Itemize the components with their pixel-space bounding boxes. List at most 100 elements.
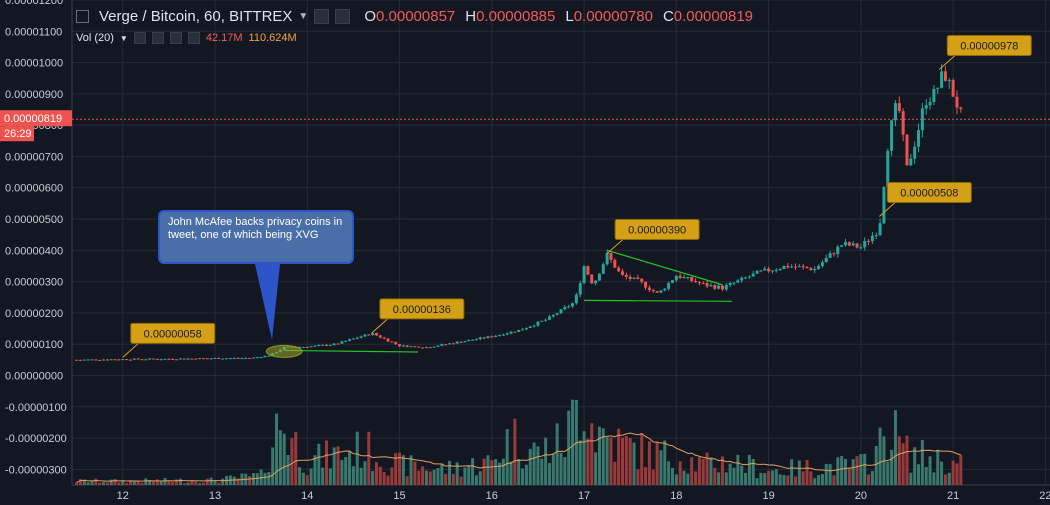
volume-bar — [897, 436, 901, 485]
candle — [344, 340, 348, 342]
volume-bar — [198, 483, 202, 485]
chevron-down-icon[interactable]: ▼ — [119, 33, 128, 43]
settings-icon[interactable] — [151, 32, 164, 44]
candle — [309, 346, 313, 348]
candle — [201, 358, 205, 360]
candle — [178, 358, 182, 360]
candle — [90, 359, 94, 361]
volume-bar — [478, 471, 482, 485]
close-icon[interactable] — [187, 32, 200, 44]
eye-icon[interactable] — [133, 32, 146, 44]
candle — [117, 359, 121, 361]
candle — [955, 96, 959, 108]
chevron-down-icon[interactable]: ▼ — [298, 11, 309, 22]
candle — [940, 71, 944, 88]
candle — [628, 276, 632, 279]
candle — [801, 266, 805, 268]
candle — [782, 266, 786, 269]
volume-bar — [309, 468, 313, 485]
volume-bar — [559, 452, 563, 485]
candle — [113, 359, 117, 361]
volume-bar — [809, 471, 813, 485]
volume-bar — [820, 474, 824, 485]
callout-box — [379, 298, 465, 320]
candle — [640, 278, 644, 282]
candle — [428, 347, 432, 349]
trendline — [284, 349, 418, 353]
volume-bar — [601, 428, 605, 485]
x-tick-label: 16 — [486, 490, 498, 502]
ohlc-readout: O0.00000857 H0.00000885 L0.00000780 C0.0… — [364, 8, 754, 25]
candle — [567, 306, 571, 308]
x-tick-label: 22 — [1039, 490, 1050, 502]
candle — [501, 334, 505, 336]
candle — [405, 345, 409, 347]
volume-bar — [651, 469, 655, 485]
candle — [444, 344, 448, 346]
callout-box — [886, 182, 972, 204]
volume-bar — [909, 472, 913, 485]
volume-bar — [328, 468, 332, 485]
candle — [617, 267, 621, 272]
x-tick-label: 15 — [393, 490, 405, 502]
volume-bar — [159, 481, 163, 485]
gear-icon[interactable] — [335, 9, 351, 24]
volume-bar — [920, 439, 924, 485]
volume-bar — [571, 399, 575, 485]
symbol-title[interactable]: Verge / Bitcoin, 60, BITTREX — [99, 8, 293, 25]
candle — [540, 320, 544, 322]
candle — [528, 326, 532, 329]
volume-bar — [617, 428, 621, 485]
candle — [536, 321, 540, 326]
settings-icon[interactable] — [314, 9, 330, 24]
volume-bar — [805, 459, 809, 485]
volume-bar — [632, 442, 636, 485]
volume-bar — [405, 476, 409, 485]
candle — [920, 108, 924, 131]
volume-label[interactable]: Vol (20) — [76, 32, 114, 44]
candle — [421, 347, 425, 349]
collapse-toggle-icon[interactable] — [76, 10, 89, 23]
volume-bar — [786, 475, 790, 485]
volume-bar — [690, 457, 694, 485]
candle — [98, 359, 102, 361]
volume-bar — [586, 438, 590, 485]
candle — [667, 282, 671, 289]
volume-bar — [959, 455, 963, 485]
volume-bar — [301, 472, 305, 485]
candle — [747, 276, 751, 278]
volume-bar — [190, 480, 194, 485]
candle — [555, 313, 559, 315]
candle — [855, 243, 859, 248]
plus-icon[interactable] — [169, 32, 182, 44]
candle — [248, 357, 252, 359]
volume-bar — [905, 435, 909, 485]
volume-bar — [940, 461, 944, 485]
volume-bar — [797, 460, 801, 485]
volume-bar — [547, 463, 551, 485]
annotation-note[interactable]: John McAfee backs privacy coins in tweet… — [158, 210, 354, 264]
candle — [221, 358, 225, 360]
candle — [943, 71, 947, 81]
volume-bar — [175, 479, 179, 485]
candle — [455, 341, 459, 344]
callout-leader — [878, 200, 898, 217]
volume-bar — [102, 482, 106, 485]
volume-bar — [890, 449, 894, 485]
trendline — [606, 249, 723, 286]
candle — [163, 358, 167, 360]
volume-bar — [417, 470, 421, 485]
callout-label: 0.00000508 — [900, 188, 958, 200]
candle — [832, 253, 836, 255]
candle — [486, 336, 490, 339]
volume-bar — [744, 472, 748, 485]
volume-bar — [163, 477, 167, 485]
candle — [574, 294, 578, 304]
volume-bar — [436, 467, 440, 485]
volume-bar — [255, 473, 259, 485]
candle — [382, 337, 386, 339]
volume-bar — [747, 454, 751, 485]
volume-bar — [682, 470, 686, 485]
volume-bar — [117, 482, 121, 485]
